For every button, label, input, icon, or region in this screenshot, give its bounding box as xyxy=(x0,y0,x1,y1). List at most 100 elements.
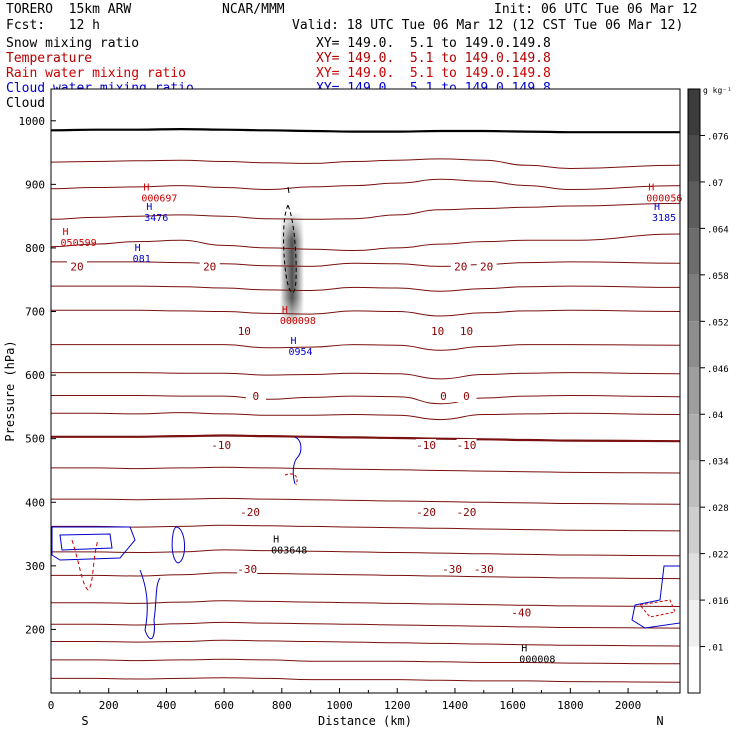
temp-label: -20 xyxy=(416,506,436,519)
maximum-value: 000056 xyxy=(646,194,682,205)
colorbar-unit: g kg⁻¹ xyxy=(703,86,732,95)
colorbar-tick-label: .058 xyxy=(707,272,729,282)
field-snow-label: Snow mixing ratio xyxy=(6,36,140,51)
colorbar-tick-label: .022 xyxy=(707,551,729,561)
temp-label: -20 xyxy=(240,506,260,519)
temp-label: -20 xyxy=(457,506,477,519)
temp-label-bg xyxy=(66,260,87,273)
isotherm-line xyxy=(50,158,681,170)
temp-label-bg xyxy=(511,606,532,619)
colorbar-tick-label: .01 xyxy=(707,644,723,654)
colorbar-cell xyxy=(688,135,700,182)
plot-frame xyxy=(50,88,681,694)
y-tick-label: 400 xyxy=(25,496,45,509)
temp-label: -10 xyxy=(416,439,436,452)
y-tick-label: 700 xyxy=(25,306,45,319)
isotherm-line xyxy=(50,178,681,191)
model-title: TORERO 15km ARW xyxy=(6,2,132,17)
temp-label: -40 xyxy=(511,606,531,619)
snow-contour xyxy=(287,186,290,194)
rain-contour-mid xyxy=(284,473,298,486)
colorbar-cell xyxy=(688,553,700,601)
x-tick-label: 1400 xyxy=(442,699,469,712)
temp-label-bg xyxy=(245,390,266,403)
maximum-mark: H xyxy=(135,243,141,254)
isotherm-line xyxy=(50,202,681,220)
temp-label-bg xyxy=(473,563,494,576)
y-tick-label: 200 xyxy=(25,623,45,636)
y-tick-label: 1000 xyxy=(19,115,46,128)
temp-label: 20 xyxy=(480,260,493,273)
cloud-water-contour-south xyxy=(51,526,136,561)
colorbar-cell xyxy=(688,274,700,322)
cloud-water-contour-south-3 xyxy=(171,526,185,564)
colorbar-tick-label: .052 xyxy=(707,318,729,328)
temp-label: 20 xyxy=(203,260,216,273)
temp-label-bg xyxy=(234,325,255,338)
temp-label: 0 xyxy=(440,390,447,403)
x-tick-label: 2000 xyxy=(615,699,642,712)
y-tick-label: 800 xyxy=(25,242,45,255)
xsec-temperature: XY= 149.0. 5.1 to 149.0.149.8 xyxy=(316,51,551,66)
temp-label-bg xyxy=(416,439,437,452)
isotherm-line xyxy=(51,412,681,421)
center-name: NCAR/MMM xyxy=(222,2,285,17)
isotherm-line xyxy=(50,394,681,405)
temp-label-bg xyxy=(211,439,232,452)
maximum-value: 000008 xyxy=(519,655,555,666)
colorbar-tick-label: .028 xyxy=(707,504,729,514)
temp-label: 10 xyxy=(431,325,444,338)
colorbar-tick-label: .016 xyxy=(707,597,729,607)
y-tick-label: 500 xyxy=(25,433,45,446)
temp-label: 0 xyxy=(463,390,470,403)
isotherm-line xyxy=(51,524,681,532)
maximum-mark: H xyxy=(63,227,69,238)
temp-label: -10 xyxy=(457,439,477,452)
field-temperature-label: Temperature xyxy=(6,51,93,66)
isotherm-line xyxy=(50,372,681,380)
temp-label-bg xyxy=(456,505,477,518)
ice-shade-fade xyxy=(280,212,304,327)
colorbar-frame xyxy=(687,88,701,694)
isotherm-line xyxy=(50,127,680,134)
maximum-value: 3185 xyxy=(652,213,676,224)
maximum-mark: H xyxy=(146,202,152,213)
axes: 0 200 400 600 800 1000 1200 1400 1600 1800 2000 20… xyxy=(3,88,681,728)
maximum-mark: H xyxy=(273,534,279,545)
cloud-water-contour-south-inner xyxy=(59,533,113,551)
x-tick-label: 1000 xyxy=(326,699,353,712)
temp-label-bg xyxy=(240,505,261,518)
forecast-hour: Fcst: 12 h xyxy=(6,18,100,33)
maximum-mark: H xyxy=(654,202,660,213)
colorbar-cell xyxy=(688,460,700,508)
colorbar-tick-label: .034 xyxy=(707,458,729,468)
x-tick-label: 1600 xyxy=(499,699,526,712)
temp-label: -30 xyxy=(237,563,257,576)
isotherm-line xyxy=(50,261,681,267)
colorbar-tick-label: .07 xyxy=(707,179,723,189)
isotherm-line xyxy=(51,639,681,647)
x-tick-label: 200 xyxy=(99,699,119,712)
maximum-mark: H xyxy=(521,644,527,655)
temp-label-bg xyxy=(456,325,477,338)
colorbar-tick-label: .04 xyxy=(707,411,723,421)
colorbar-cell xyxy=(688,507,700,554)
temp-label: 20 xyxy=(70,260,83,273)
x-tick-label: 1200 xyxy=(384,699,411,712)
xsec-rain: XY= 149.0. 5.1 to 149.0.149.8 xyxy=(316,66,551,81)
temp-label-bg xyxy=(450,260,471,273)
maximum-value: 081 xyxy=(133,254,151,265)
maximum-mark: H xyxy=(290,336,296,347)
temp-label-bg xyxy=(433,390,454,403)
init-time: Init: 06 UTC Tue 06 Mar 12 xyxy=(494,2,698,17)
maximum-mark: H xyxy=(143,183,149,194)
temp-label-bg xyxy=(442,563,463,576)
y-tick-label: 300 xyxy=(25,560,45,573)
isotherm-line xyxy=(51,434,681,443)
isotherm-line xyxy=(51,658,681,665)
north-label: N xyxy=(656,714,663,728)
isotherm-line xyxy=(50,677,681,683)
maximum-mark: H xyxy=(648,183,654,194)
x-tick-label: 1800 xyxy=(557,699,584,712)
temp-label-bg xyxy=(476,260,497,273)
